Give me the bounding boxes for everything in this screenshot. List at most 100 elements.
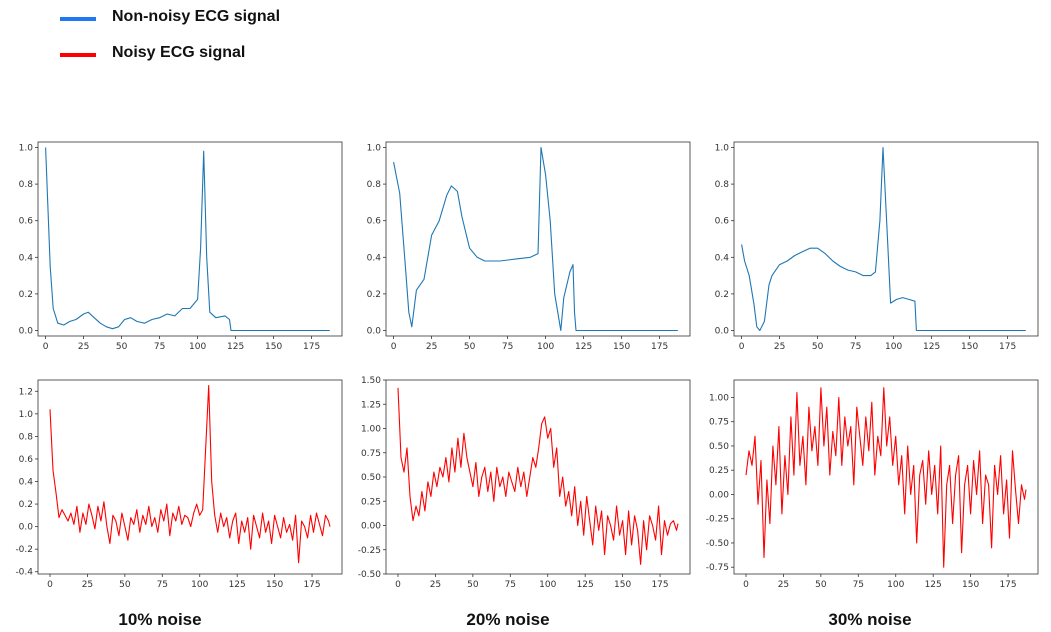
- y-tick-label: 0.0: [19, 523, 34, 533]
- y-tick-label: 0.2: [715, 290, 729, 300]
- y-tick-label: 0.00: [709, 490, 729, 500]
- x-tick-label: 50: [815, 580, 827, 590]
- y-tick-label: 1.00: [709, 393, 729, 403]
- y-tick-label: 1.50: [361, 376, 381, 386]
- x-tick-label: 75: [505, 580, 516, 590]
- caption-10-noise: 10% noise: [118, 610, 202, 629]
- y-tick-label: 0.6: [19, 455, 34, 465]
- y-tick-label: 0.00: [361, 522, 381, 532]
- x-tick-label: 175: [999, 342, 1016, 352]
- y-tick-label: 1.25: [361, 400, 381, 410]
- x-tick-label: 125: [925, 580, 942, 590]
- x-tick-label: 75: [850, 342, 861, 352]
- y-tick-label: 0.6: [715, 217, 730, 227]
- y-tick-label: 1.0: [715, 143, 730, 153]
- ecg-series-line: [49, 385, 331, 564]
- y-tick-label: 0.0: [367, 327, 382, 337]
- plot-frame: [733, 379, 1039, 575]
- y-tick-label: 0.4: [19, 253, 34, 263]
- y-tick-label: 0.8: [19, 180, 34, 190]
- x-tick-label: 150: [265, 342, 282, 352]
- ecg-series-line: [397, 387, 679, 565]
- x-tick-label: 150: [266, 580, 283, 590]
- chart-svg: 0 25 50 75 100 125 150 175 0.0 0.2 0.4 0.6 0.8 1.0: [19, 141, 343, 352]
- plot-frame: [385, 379, 691, 575]
- chart-svg: 0 25 50 75 100 125 150 175 -0.4 -0.2 0.0 0.2 0.4 0.6 0…: [15, 379, 343, 590]
- chart-noisy-30: 0 25 50 75 100 125 150 175 -0.75 -0.50 -0.25 0.00 0.…: [706, 378, 1044, 598]
- x-tick-label: 25: [78, 342, 89, 352]
- x-tick-label: 50: [467, 580, 479, 590]
- x-tick-label: 50: [812, 342, 824, 352]
- y-tick-label: 0.75: [361, 449, 381, 459]
- chart-clean-30: 0 25 50 75 100 125 150 175 0.0 0.2 0.4 0.6 0.8 1.0: [706, 140, 1044, 360]
- x-tick-label: 100: [537, 342, 554, 352]
- x-tick-label: 25: [426, 342, 437, 352]
- x-tick-label: 175: [303, 342, 320, 352]
- y-tick-label: 0.75: [709, 418, 729, 428]
- chart-clean-20: 0 25 50 75 100 125 150 175 0.0 0.2 0.4 0.6 0.8 1.0: [358, 140, 696, 360]
- y-tick-label: 0.6: [19, 217, 34, 227]
- y-tick-label: 0.2: [19, 500, 33, 510]
- chart-svg: 0 25 50 75 100 125 150 175 0.0 0.2 0.4 0.6 0.8 1.0: [715, 141, 1039, 352]
- x-tick-label: 150: [613, 342, 630, 352]
- y-tick-label: -0.50: [358, 570, 382, 580]
- x-tick-label: 100: [539, 580, 556, 590]
- x-tick-label: 0: [47, 580, 53, 590]
- chart-svg: 0 25 50 75 100 125 150 175 0.0 0.2 0.4 0.6 0.8 1.0: [367, 141, 691, 352]
- x-tick-label: 0: [391, 342, 397, 352]
- y-tick-label: 1.0: [19, 410, 34, 420]
- x-tick-label: 75: [154, 342, 165, 352]
- x-tick-label: 75: [157, 580, 168, 590]
- x-tick-label: 125: [229, 580, 246, 590]
- ecg-series-line: [45, 147, 330, 332]
- y-tick-label: 0.50: [709, 442, 729, 452]
- y-tick-label: 0.4: [715, 253, 730, 263]
- y-tick-label: 0.50: [361, 473, 381, 483]
- y-tick-label: -0.75: [706, 563, 729, 573]
- x-tick-label: 125: [923, 342, 940, 352]
- x-tick-label: 25: [430, 580, 441, 590]
- y-tick-label: -0.50: [706, 539, 730, 549]
- y-tick-label: 0.6: [367, 217, 382, 227]
- x-tick-label: 125: [227, 342, 244, 352]
- y-tick-label: -0.4: [15, 568, 33, 578]
- y-tick-label: 0.0: [19, 327, 34, 337]
- ecg-series-line: [393, 146, 678, 332]
- x-tick-label: 100: [887, 580, 904, 590]
- y-tick-label: -0.25: [706, 515, 729, 525]
- x-tick-label: 0: [743, 580, 749, 590]
- caption-30-noise: 30% noise: [828, 610, 912, 629]
- legend-swatch-blue: [60, 17, 96, 21]
- chart-svg: 0 25 50 75 100 125 150 175 -0.75 -0.50 -0.25 0.00 0.…: [706, 379, 1039, 590]
- y-tick-label: -0.2: [15, 545, 33, 555]
- legend-label: Non-noisy ECG signal: [112, 8, 281, 25]
- x-tick-label: 25: [82, 580, 93, 590]
- x-tick-label: 100: [189, 342, 206, 352]
- ecg-series-line: [741, 146, 1026, 332]
- x-tick-label: 100: [885, 342, 902, 352]
- y-tick-label: 0.0: [715, 327, 730, 337]
- x-tick-label: 150: [614, 580, 631, 590]
- chart-noisy-20: 0 25 50 75 100 125 150 175 -0.50 -0.25 0.00 0.25 0.5…: [358, 376, 696, 598]
- x-tick-label: 50: [464, 342, 476, 352]
- ecg-series-line: [745, 387, 1027, 568]
- y-tick-label: 0.4: [367, 253, 382, 263]
- x-tick-label: 175: [651, 580, 668, 590]
- x-tick-label: 175: [999, 580, 1016, 590]
- x-tick-label: 150: [962, 580, 979, 590]
- x-tick-label: 0: [43, 342, 49, 352]
- y-tick-label: 0.2: [367, 290, 381, 300]
- plot-frame: [37, 141, 343, 337]
- y-tick-label: -0.25: [358, 546, 381, 556]
- y-tick-label: 1.0: [367, 143, 382, 153]
- x-tick-label: 25: [774, 342, 785, 352]
- y-tick-label: 0.8: [19, 432, 34, 442]
- x-tick-label: 50: [116, 342, 128, 352]
- x-tick-label: 0: [395, 580, 401, 590]
- x-tick-label: 175: [651, 342, 668, 352]
- x-tick-label: 175: [303, 580, 320, 590]
- plot-frame: [733, 141, 1039, 337]
- y-tick-label: 0.25: [709, 466, 729, 476]
- chart-svg: 0 25 50 75 100 125 150 175 -0.50 -0.25 0.00 0.25 0.5…: [358, 376, 691, 590]
- plot-frame: [37, 379, 343, 575]
